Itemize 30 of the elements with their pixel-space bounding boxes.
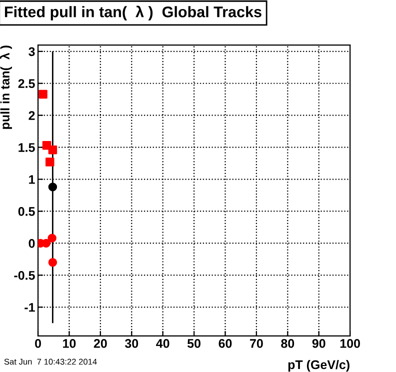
chart-title: Fitted pull in tan( λ ) Global Tracks (4, 6, 262, 20)
text: Sat Jun 7 10:43:22 2014 (4, 358, 97, 365)
x-tick-label: 50 (187, 339, 200, 348)
x-tick-label: 100 (340, 339, 360, 348)
y-tick-label: 2.5 (18, 79, 35, 88)
x-axis-title: pT (GeV/c) (288, 360, 350, 372)
y-tick-label: 1.5 (18, 143, 35, 152)
y-axis-title: pull in tan( λ ) (0, 46, 12, 129)
x-tick-label: 60 (218, 339, 232, 348)
x-tick-label: 70 (250, 339, 263, 348)
y-tick-label: -1 (24, 303, 35, 312)
point (48, 182, 58, 192)
y-tick-label: 1 (29, 175, 35, 184)
y-tick-label: 0.5 (18, 207, 35, 216)
y-tick-label: 3 (28, 47, 35, 56)
y-tick-label: 0 (28, 239, 35, 248)
x-tick-label: 30 (124, 339, 138, 348)
x-tick-label: 90 (312, 339, 326, 348)
point (48, 234, 56, 242)
x-tick-label: 0 (35, 339, 41, 348)
x-tick-label: 10 (63, 339, 76, 348)
x-tick-label: 20 (94, 339, 107, 348)
point (38, 90, 48, 99)
y-tick-label: -0.5 (14, 270, 35, 280)
x-tick-label: 40 (156, 339, 170, 348)
point (48, 258, 58, 267)
x-tick-label: 80 (281, 339, 294, 348)
point (46, 158, 54, 166)
y-tick-label: 2 (28, 111, 35, 120)
point (48, 145, 58, 154)
